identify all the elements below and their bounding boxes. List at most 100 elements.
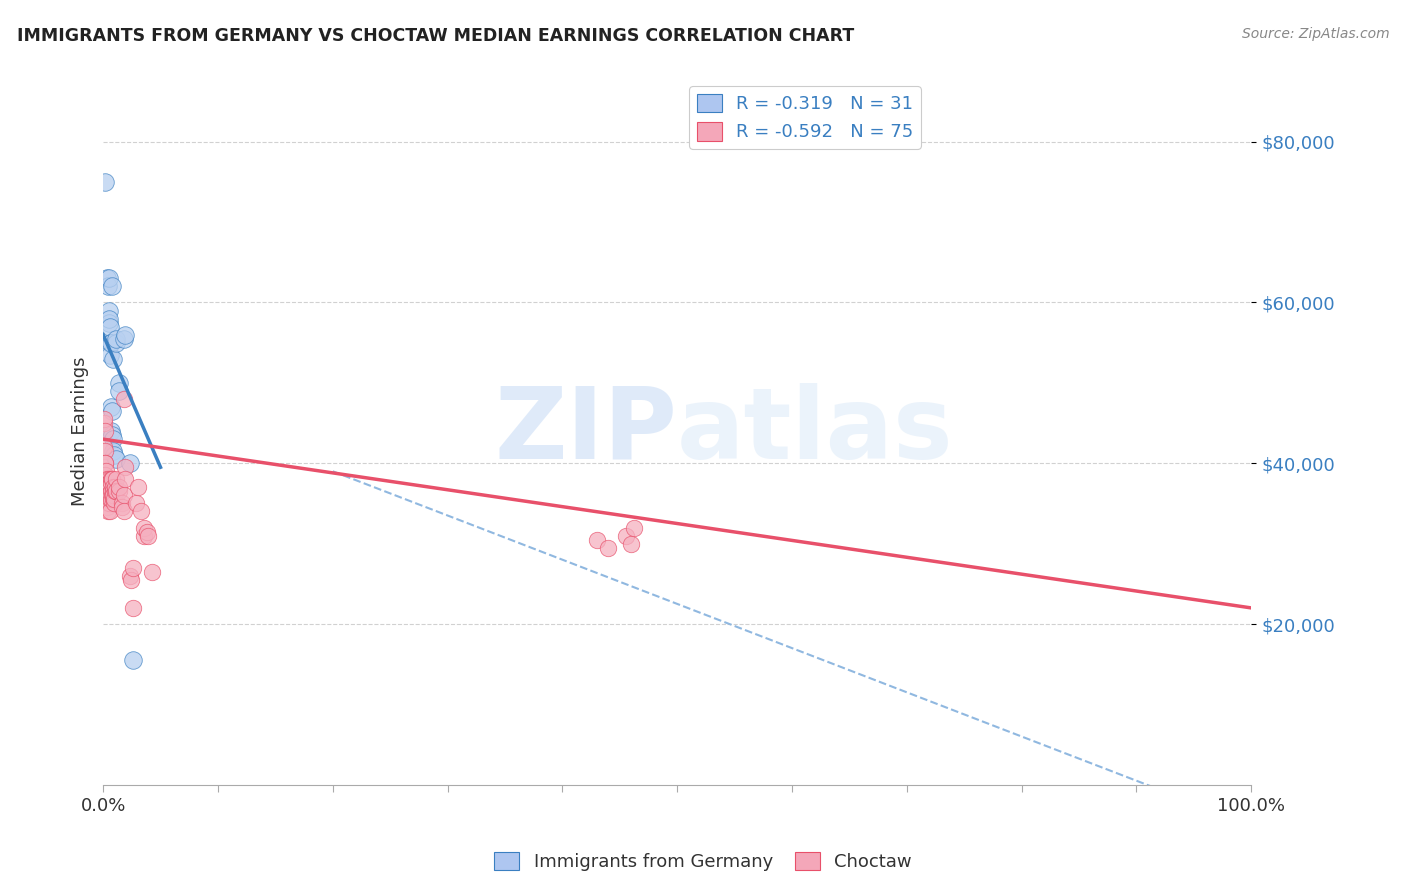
Point — [94, 480, 117, 494]
Point — [100, 400, 122, 414]
Point — [104, 492, 127, 507]
Point — [94, 468, 117, 483]
Point — [108, 384, 131, 398]
Point — [98, 476, 121, 491]
Point — [98, 496, 121, 510]
Text: Source: ZipAtlas.com: Source: ZipAtlas.com — [1241, 27, 1389, 41]
Point — [93, 444, 115, 458]
Point — [114, 460, 136, 475]
Point — [94, 488, 117, 502]
Point — [101, 488, 124, 502]
Point — [97, 271, 120, 285]
Point — [129, 504, 152, 518]
Point — [100, 472, 122, 486]
Point — [114, 472, 136, 486]
Point — [94, 456, 117, 470]
Point — [98, 476, 121, 491]
Point — [100, 476, 122, 491]
Point — [94, 472, 117, 486]
Y-axis label: Median Earnings: Median Earnings — [72, 356, 89, 506]
Point — [103, 444, 125, 458]
Legend: Immigrants from Germany, Choctaw: Immigrants from Germany, Choctaw — [486, 845, 920, 879]
Point — [98, 311, 121, 326]
Point — [97, 488, 120, 502]
Point — [94, 424, 117, 438]
Point — [103, 488, 125, 502]
Point — [122, 560, 145, 574]
Point — [134, 520, 156, 534]
Point — [101, 480, 124, 494]
Point — [118, 456, 141, 470]
Point — [96, 480, 118, 494]
Point — [100, 492, 122, 507]
Point — [96, 271, 118, 285]
Point — [100, 335, 122, 350]
Point — [97, 472, 120, 486]
Point — [118, 568, 141, 582]
Point — [120, 573, 142, 587]
Point — [96, 500, 118, 515]
Point — [103, 432, 125, 446]
Point — [111, 500, 134, 515]
Point — [135, 524, 157, 539]
Point — [98, 488, 121, 502]
Text: ZIP: ZIP — [495, 383, 678, 480]
Point — [96, 484, 118, 499]
Point — [100, 404, 122, 418]
Point — [93, 456, 115, 470]
Point — [98, 319, 121, 334]
Point — [125, 496, 148, 510]
Point — [98, 316, 121, 330]
Point — [100, 472, 122, 486]
Point — [96, 496, 118, 510]
Point — [105, 452, 128, 467]
Point — [94, 464, 117, 478]
Point — [122, 653, 145, 667]
Point — [100, 484, 122, 499]
Point — [141, 565, 163, 579]
Point — [93, 416, 115, 430]
Point — [108, 376, 131, 390]
Point — [97, 492, 120, 507]
Point — [93, 175, 115, 189]
Point — [98, 335, 121, 350]
Point — [112, 488, 135, 502]
Point — [97, 484, 120, 499]
Point — [103, 492, 125, 507]
Point — [112, 504, 135, 518]
Point — [614, 528, 637, 542]
Point — [96, 480, 118, 494]
Point — [98, 348, 121, 362]
Point — [108, 484, 131, 499]
Text: atlas: atlas — [678, 383, 953, 480]
Point — [98, 504, 121, 518]
Point — [101, 484, 124, 499]
Point — [101, 279, 124, 293]
Point — [97, 303, 120, 318]
Point — [103, 496, 125, 510]
Point — [620, 536, 643, 550]
Point — [94, 480, 117, 494]
Point — [104, 480, 127, 494]
Point — [104, 472, 127, 486]
Point — [101, 351, 124, 366]
Point — [97, 492, 120, 507]
Point — [103, 492, 125, 507]
Point — [121, 601, 143, 615]
Point — [136, 528, 159, 542]
Point — [93, 412, 115, 426]
Point — [111, 496, 134, 510]
Point — [132, 528, 155, 542]
Point — [104, 484, 127, 499]
Point — [623, 520, 645, 534]
Point — [104, 484, 127, 499]
Point — [101, 428, 124, 442]
Point — [104, 332, 127, 346]
Point — [104, 335, 127, 350]
Point — [127, 480, 149, 494]
Point — [114, 327, 136, 342]
Point — [93, 440, 115, 454]
Point — [96, 472, 118, 486]
Point — [103, 448, 125, 462]
Point — [97, 279, 120, 293]
